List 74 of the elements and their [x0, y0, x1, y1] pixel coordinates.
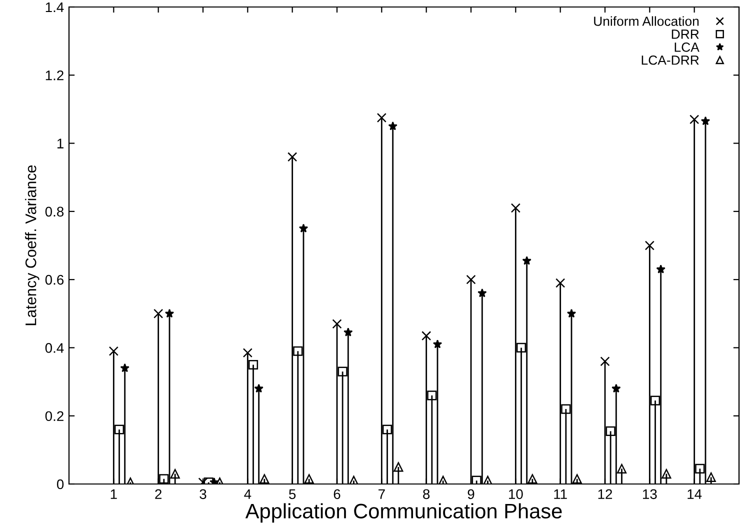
- point: [695, 464, 705, 474]
- point: [376, 112, 386, 123]
- point: [288, 152, 298, 162]
- point: [338, 366, 348, 376]
- point: [298, 224, 308, 232]
- y-tick-label: 0.6: [45, 274, 64, 285]
- point: [656, 264, 666, 274]
- point: [522, 256, 532, 265]
- point: [260, 474, 270, 484]
- point: [394, 462, 404, 472]
- point: [600, 356, 610, 366]
- y-tick-label: 0.8: [45, 206, 64, 217]
- point: [612, 384, 621, 393]
- x-tick-label: 11: [554, 489, 567, 499]
- y-tick-label: 0.2: [45, 411, 64, 422]
- point: [706, 472, 716, 482]
- point: [344, 328, 353, 336]
- point: [466, 274, 476, 284]
- point: [427, 390, 437, 400]
- x-tick-label: 5: [289, 489, 296, 500]
- x-tick-label: 6: [334, 489, 340, 500]
- x-tick-label: 14: [688, 489, 702, 499]
- point: [644, 240, 654, 250]
- x-tick-label: 3: [200, 489, 206, 500]
- point: [422, 330, 432, 341]
- y-tick-label: 0.4: [45, 343, 64, 353]
- legend-label: LCA: [674, 42, 700, 52]
- y-tick-label: 1.4: [46, 2, 64, 12]
- point: [510, 203, 520, 213]
- point: [566, 308, 576, 318]
- x-tick-label: 12: [598, 489, 612, 499]
- point: [242, 348, 252, 358]
- point: [154, 308, 164, 318]
- x-tick-label: 9: [468, 489, 474, 500]
- x-tick-label: 13: [643, 489, 657, 500]
- legend-label: LCA-DRR: [642, 55, 699, 65]
- x-tick-label: 7: [378, 489, 385, 499]
- y-tick-label: 1: [57, 138, 64, 148]
- point: [556, 278, 566, 288]
- y-axis-title: Latency Coeff. Variance: [25, 165, 40, 326]
- point: [293, 346, 303, 356]
- y-tick-label: 1.2: [46, 70, 64, 80]
- point: [616, 464, 627, 474]
- y-tick-label: 0: [56, 479, 64, 490]
- point: [650, 396, 660, 406]
- point: [304, 474, 314, 484]
- point: [516, 342, 526, 353]
- point: [388, 121, 398, 130]
- point: [606, 426, 616, 436]
- point: [332, 319, 342, 329]
- legend-label: DRR: [672, 30, 699, 39]
- point: [108, 346, 118, 356]
- x-tick-label: 10: [509, 489, 523, 500]
- point: [382, 424, 392, 434]
- x-tick-label: 2: [155, 489, 162, 499]
- point: [561, 404, 571, 414]
- point: [254, 384, 264, 393]
- point: [114, 424, 124, 434]
- point: [170, 468, 180, 479]
- point: [164, 308, 174, 318]
- point: [432, 340, 442, 348]
- legend-label: Uniform Allocation: [594, 16, 699, 26]
- x-tick-label: 4: [244, 489, 252, 499]
- point: [120, 363, 130, 372]
- point: [662, 468, 672, 479]
- point: [248, 360, 258, 370]
- x-axis-title: Application Communication Phase: [245, 503, 562, 523]
- point: [478, 288, 487, 298]
- point: [528, 474, 538, 484]
- x-tick-label: 1: [110, 489, 117, 499]
- point: [690, 114, 700, 124]
- point: [572, 474, 582, 484]
- point: [700, 116, 710, 126]
- x-tick-label: 8: [423, 489, 430, 500]
